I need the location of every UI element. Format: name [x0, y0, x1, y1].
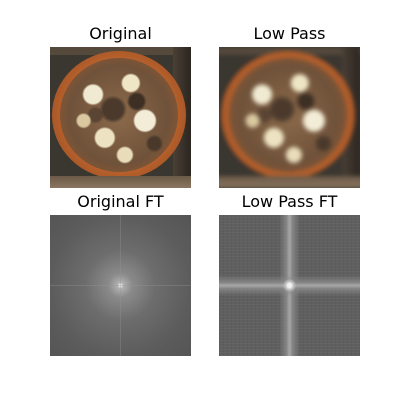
low-pass-image: [219, 47, 360, 188]
panel-title-low-pass-ft: Low Pass FT: [241, 192, 338, 211]
dc-component-peak: [283, 279, 296, 292]
low-pass-ft-spectrum: [219, 215, 360, 356]
panel-title-low-pass: Low Pass: [253, 24, 326, 43]
pizza-toppings: [229, 58, 347, 172]
pizza-box-edge: [219, 176, 360, 188]
original-ft-spectrum: [50, 215, 191, 356]
original-image: [50, 47, 191, 188]
blurred-pizza-layer: [219, 47, 360, 188]
panel-title-original: Original: [89, 24, 152, 43]
panel-title-original-ft: Original FT: [77, 192, 164, 211]
pizza-toppings: [60, 58, 178, 172]
pizza-box-edge: [50, 176, 191, 188]
